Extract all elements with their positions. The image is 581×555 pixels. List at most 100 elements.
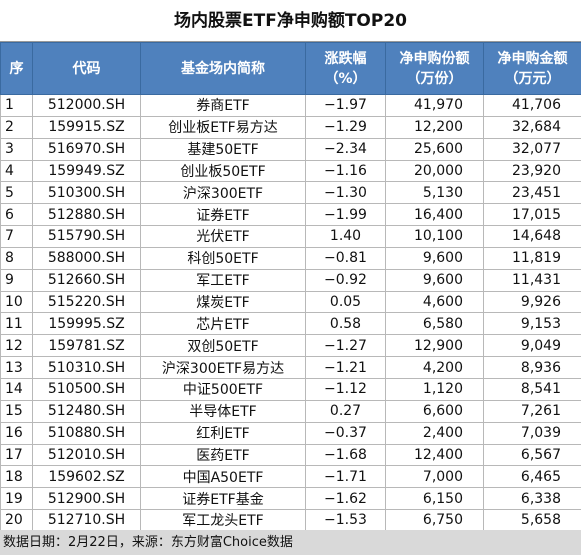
cell: 6,465 <box>483 465 581 489</box>
cell: −1.12 <box>305 377 386 401</box>
table-row: 12 159781.SZ 双创50ETF −1.27 12,900 9,049 <box>0 334 581 358</box>
cell: 512480.SH <box>32 399 141 423</box>
cell: 159995.SZ <box>32 312 141 336</box>
cell: 10 <box>0 290 33 314</box>
table-row: 3 516970.SH 基建50ETF −2.34 25,600 32,077 <box>0 137 581 161</box>
header-row: 序 代码 基金场内简称 涨跌幅 （%） 净申购份额 （万份） 净申购金额 （万元） <box>0 42 581 95</box>
header-line: 基金场内简称 <box>181 60 265 77</box>
cell: 6,600 <box>385 399 484 423</box>
cell: 23,451 <box>483 181 581 205</box>
cell: 9,926 <box>483 290 581 314</box>
cell: 1,120 <box>385 377 484 401</box>
cell: 0.27 <box>305 399 386 423</box>
cell: 创业板50ETF <box>140 159 306 183</box>
cell: 8,936 <box>483 356 581 379</box>
cell: −1.99 <box>305 203 386 227</box>
cell: 41,706 <box>483 94 581 117</box>
cell: 证券ETF <box>140 203 306 227</box>
cell: 6,580 <box>385 312 484 336</box>
cell: −1.53 <box>305 509 386 532</box>
header-line: （万元） <box>504 70 561 87</box>
cell: 7 <box>0 225 33 248</box>
cell: 芯片ETF <box>140 312 306 336</box>
cell: 10,100 <box>385 225 484 248</box>
cell: 20,000 <box>385 159 484 183</box>
cell: 14 <box>0 377 33 401</box>
header-line: 代码 <box>72 60 101 77</box>
cell: 11,431 <box>483 268 581 292</box>
header-line: 净申购份额 <box>399 50 470 67</box>
cell: 159949.SZ <box>32 159 141 183</box>
cell: 19 <box>0 487 33 511</box>
footer: 数据日期：2月22日，来源：东方财富Choice数据 <box>0 530 581 555</box>
table-row: 16 510880.SH 红利ETF −0.37 2,400 7,039 <box>0 421 581 445</box>
cell: 9,153 <box>483 312 581 336</box>
header-line: 涨跌幅 <box>324 50 367 67</box>
cell: 煤炭ETF <box>140 290 306 314</box>
table-row: 4 159949.SZ 创业板50ETF −1.16 20,000 23,920 <box>0 159 581 183</box>
cell: −0.37 <box>305 421 386 445</box>
cell: 半导体ETF <box>140 399 306 423</box>
table-row: 9 512660.SH 军工ETF −0.92 9,600 11,431 <box>0 268 581 292</box>
cell: 科创50ETF <box>140 246 306 270</box>
cell: 516970.SH <box>32 137 141 161</box>
cell: 光伏ETF <box>140 225 306 248</box>
cell: 515790.SH <box>32 225 141 248</box>
header-cell: 代码 <box>32 42 141 95</box>
table-row: 14 510500.SH 中证500ETF −1.12 1,120 8,541 <box>0 377 581 401</box>
cell: 510310.SH <box>32 356 141 379</box>
cell: 5 <box>0 181 33 205</box>
cell: 18 <box>0 465 33 489</box>
cell: 17 <box>0 443 33 467</box>
cell: 9,600 <box>385 246 484 270</box>
cell: 1 <box>0 94 33 117</box>
cell: 41,970 <box>385 94 484 117</box>
cell: 159915.SZ <box>32 115 141 139</box>
header-cell: 序 <box>0 42 33 95</box>
cell: 6,150 <box>385 487 484 511</box>
cell: −1.30 <box>305 181 386 205</box>
table-row: 1 512000.SH 券商ETF −1.97 41,970 41,706 <box>0 94 581 117</box>
cell: 双创50ETF <box>140 334 306 358</box>
table-row: 13 510310.SH 沪深300ETF易方达 −1.21 4,200 8,936 <box>0 356 581 379</box>
cell: 4 <box>0 159 33 183</box>
table-row: 11 159995.SZ 芯片ETF 0.58 6,580 9,153 <box>0 312 581 336</box>
table-body: 1 512000.SH 券商ETF −1.97 41,970 41,706 2 159915.… <box>0 94 581 532</box>
cell: 2,400 <box>385 421 484 445</box>
header-cell: 净申购金额 （万元） <box>483 42 581 95</box>
cell: −0.81 <box>305 246 386 270</box>
cell: 9 <box>0 268 33 292</box>
table-row: 8 588000.SH 科创50ETF −0.81 9,600 11,819 <box>0 246 581 270</box>
cell: 7,000 <box>385 465 484 489</box>
cell: 军工龙头ETF <box>140 509 306 532</box>
cell: 510500.SH <box>32 377 141 401</box>
cell: 20 <box>0 509 33 532</box>
header-cell: 净申购份额 （万份） <box>385 42 484 95</box>
cell: 6,338 <box>483 487 581 511</box>
cell: 2 <box>0 115 33 139</box>
cell: −2.34 <box>305 137 386 161</box>
cell: −1.27 <box>305 334 386 358</box>
cell: 红利ETF <box>140 421 306 445</box>
cell: 12,400 <box>385 443 484 467</box>
cell: −1.16 <box>305 159 386 183</box>
cell: −1.21 <box>305 356 386 379</box>
table-row: 18 159602.SZ 中国A50ETF −1.71 7,000 6,465 <box>0 465 581 489</box>
cell: −1.29 <box>305 115 386 139</box>
cell: 基建50ETF <box>140 137 306 161</box>
cell: 515220.SH <box>32 290 141 314</box>
table-row: 15 512480.SH 半导体ETF 0.27 6,600 7,261 <box>0 399 581 423</box>
cell: 512880.SH <box>32 203 141 227</box>
cell: 12,200 <box>385 115 484 139</box>
cell: 510300.SH <box>32 181 141 205</box>
cell: 9,600 <box>385 268 484 292</box>
cell: 25,600 <box>385 137 484 161</box>
cell: 证券ETF基金 <box>140 487 306 511</box>
cell: 9,049 <box>483 334 581 358</box>
cell: 13 <box>0 356 33 379</box>
cell: 159781.SZ <box>32 334 141 358</box>
table: 序代码 基金场内简称 涨跌幅 （%） 净申购份额 （万份） 净申购金额 （万元） 1 51200… <box>0 42 581 532</box>
cell: 军工ETF <box>140 268 306 292</box>
header-cell: 基金场内简称 <box>140 42 306 95</box>
cell: 5,658 <box>483 509 581 532</box>
